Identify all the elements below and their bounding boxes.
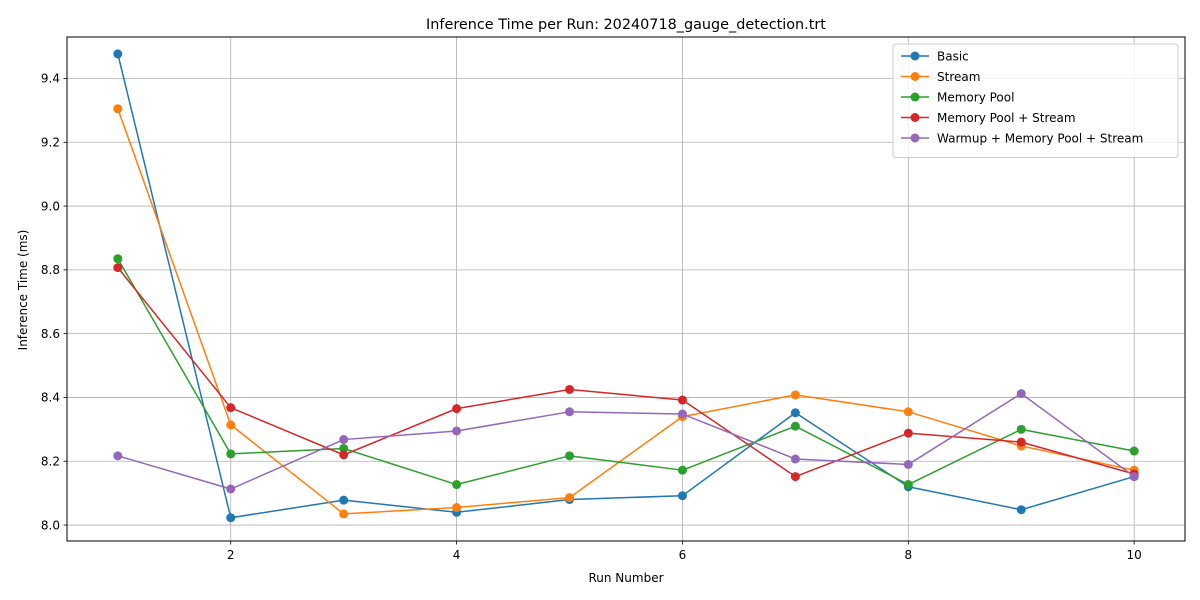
grid-lines xyxy=(67,37,1185,541)
legend-marker xyxy=(910,51,920,61)
data-point-stream xyxy=(790,390,800,400)
data-point-memory-pool-stream xyxy=(903,428,913,438)
series-memory-pool-stream xyxy=(113,263,1139,482)
x-tick-label: 10 xyxy=(1127,548,1142,562)
y-tick-label: 9.4 xyxy=(41,72,60,86)
data-point-stream xyxy=(339,509,349,519)
data-point-memory-pool-stream xyxy=(1016,437,1026,447)
legend-item: Basic xyxy=(901,49,969,63)
legend: Basic Stream Memory Pool Memory Pool + Stre… xyxy=(892,43,1179,158)
data-point-memory-pool-stream xyxy=(565,384,575,394)
series-layer xyxy=(113,49,1139,523)
legend-marker xyxy=(910,113,920,122)
data-point-memory-pool xyxy=(339,443,349,453)
data-point-memory-pool xyxy=(226,449,236,459)
x-tick-label: 2 xyxy=(227,548,235,562)
series-line-basic xyxy=(117,53,1135,519)
series-line-memory-pool-stream xyxy=(117,267,1135,478)
data-point-basic xyxy=(339,495,349,505)
data-point-warmup-memory-pool-stream xyxy=(339,435,349,445)
data-point-memory-pool xyxy=(677,465,687,475)
data-point-basic xyxy=(790,408,800,418)
legend-label: Memory Pool xyxy=(937,90,1014,104)
data-point-warmup-memory-pool-stream xyxy=(113,451,123,461)
data-point-warmup-memory-pool-stream xyxy=(1129,472,1139,482)
y-tick-label: 8.6 xyxy=(41,327,60,341)
legend-label: Basic xyxy=(937,49,969,63)
data-point-basic xyxy=(677,491,687,501)
data-point-memory-pool-stream xyxy=(790,472,800,482)
legend-item: Warmup + Memory Pool + Stream xyxy=(901,131,1143,145)
data-point-memory-pool-stream xyxy=(226,403,236,413)
legend-item: Memory Pool + Stream xyxy=(901,111,1076,125)
y-tick-label: 8.2 xyxy=(41,454,60,468)
data-point-warmup-memory-pool-stream xyxy=(452,426,462,436)
legend-label: Stream xyxy=(937,70,980,84)
data-point-memory-pool xyxy=(1016,424,1026,434)
data-point-basic xyxy=(226,513,236,523)
legend-item: Stream xyxy=(901,70,980,84)
data-point-warmup-memory-pool-stream xyxy=(903,459,913,469)
x-tick-label: 6 xyxy=(679,548,687,562)
data-point-memory-pool xyxy=(790,421,800,431)
data-point-stream xyxy=(226,420,236,430)
legend-label: Warmup + Memory Pool + Stream xyxy=(937,131,1143,145)
data-point-memory-pool xyxy=(113,254,123,264)
legend-label: Memory Pool + Stream xyxy=(937,111,1076,125)
y-axis-label: Inference Time (ms) xyxy=(16,230,30,351)
data-point-stream xyxy=(903,407,913,417)
y-tick-label: 8.4 xyxy=(41,391,60,405)
series-line-memory-pool xyxy=(117,258,1135,486)
data-point-warmup-memory-pool-stream xyxy=(677,409,687,419)
data-point-memory-pool-stream xyxy=(339,450,349,460)
data-point-warmup-memory-pool-stream xyxy=(565,407,575,417)
x-tick-label: 8 xyxy=(905,548,913,562)
data-point-stream xyxy=(565,493,575,503)
plot-area-frame xyxy=(66,36,1186,542)
series-memory-pool xyxy=(113,254,1139,490)
data-point-basic xyxy=(1016,505,1026,515)
data-point-warmup-memory-pool-stream xyxy=(1016,389,1026,399)
data-point-basic xyxy=(113,49,123,59)
chart-title: Inference Time per Run: 20240718_gauge_d… xyxy=(426,17,826,33)
series-warmup-memory-pool-stream xyxy=(113,389,1139,494)
data-point-memory-pool xyxy=(452,480,462,490)
data-point-memory-pool-stream xyxy=(113,263,123,273)
y-tick-label: 9.2 xyxy=(41,135,60,149)
data-point-warmup-memory-pool-stream xyxy=(226,484,236,494)
data-point-memory-pool-stream xyxy=(452,404,462,414)
data-point-memory-pool-stream xyxy=(677,395,687,405)
data-point-memory-pool xyxy=(565,451,575,461)
legend-marker xyxy=(910,92,920,102)
x-tick-label: 4 xyxy=(453,548,461,562)
legend-marker xyxy=(910,72,920,81)
data-point-stream xyxy=(452,503,462,513)
y-tick-label: 9.0 xyxy=(41,199,60,213)
legend-item: Memory Pool xyxy=(901,90,1014,104)
y-tick-label: 8.8 xyxy=(41,263,60,277)
legend-marker xyxy=(910,133,920,143)
y-tick-label: 8.0 xyxy=(41,518,60,532)
series-line-warmup-memory-pool-stream xyxy=(117,392,1135,490)
axis-ticks: 2 4 6 8 10 8.0 8.2 8.4 8.6 8.8 9.0 9.2 9.4 xyxy=(41,72,1142,562)
data-point-memory-pool xyxy=(903,480,913,490)
data-point-memory-pool xyxy=(1129,446,1139,456)
data-point-warmup-memory-pool-stream xyxy=(790,454,800,464)
legend-box xyxy=(892,43,1179,158)
data-point-stream xyxy=(113,104,123,114)
x-axis-label: Run Number xyxy=(588,571,663,585)
